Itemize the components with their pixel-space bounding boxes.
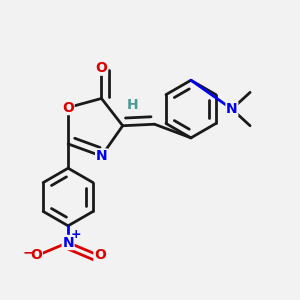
Text: −: − <box>23 245 34 259</box>
Text: H: H <box>127 98 138 112</box>
Text: N: N <box>226 102 238 116</box>
Text: N: N <box>96 149 107 163</box>
Text: N: N <box>62 236 74 250</box>
Text: O: O <box>62 100 74 115</box>
Text: O: O <box>30 248 42 262</box>
Text: O: O <box>95 61 107 75</box>
Text: O: O <box>94 248 106 262</box>
Text: +: + <box>70 227 81 241</box>
